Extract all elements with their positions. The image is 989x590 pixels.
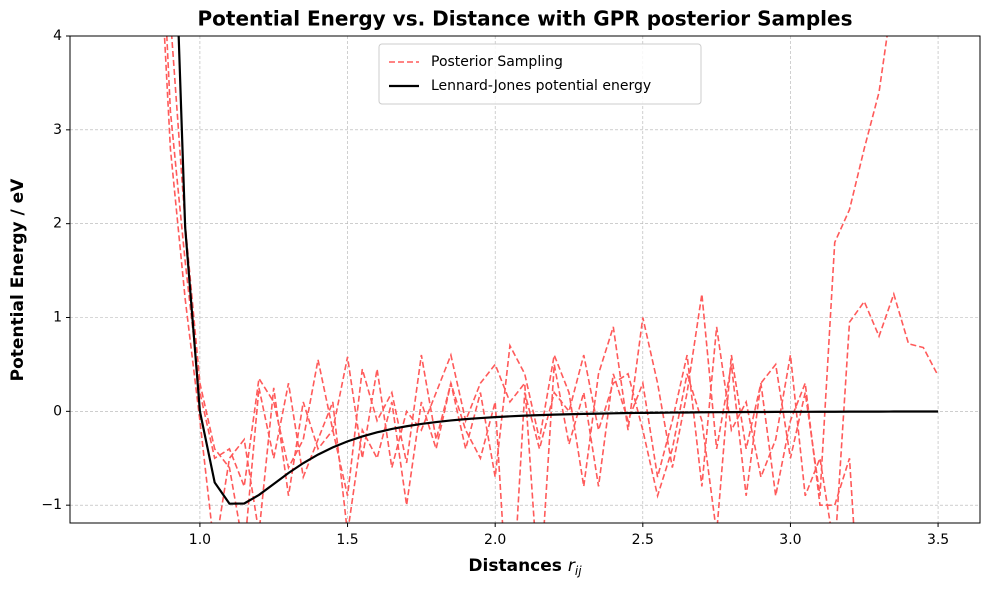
y-tick-label: 0 bbox=[53, 403, 62, 419]
y-tick-label: 2 bbox=[53, 216, 62, 232]
y-axis-label: Potential Energy / eV bbox=[8, 178, 28, 382]
x-tick-label: 2.5 bbox=[632, 532, 654, 548]
x-tick-label: 3.5 bbox=[927, 532, 949, 548]
x-tick-label: 2.0 bbox=[484, 532, 506, 548]
x-tick-label: 3.0 bbox=[779, 532, 801, 548]
x-label-text: Distances bbox=[468, 556, 561, 576]
series-line bbox=[177, 36, 939, 505]
series-line bbox=[170, 36, 855, 523]
chart-title: Potential Energy vs. Distance with GPR p… bbox=[198, 7, 853, 31]
x-tick-label: 1.0 bbox=[189, 532, 211, 548]
x-label-symbol: r bbox=[568, 556, 576, 576]
y-tick-label: −1 bbox=[41, 497, 62, 513]
series-line bbox=[163, 36, 939, 523]
x-tick-label: 1.5 bbox=[336, 532, 358, 548]
legend-label: Lennard-Jones potential energy bbox=[431, 78, 651, 94]
y-tick-label: 1 bbox=[53, 310, 62, 326]
x-axis-label: Distances rij bbox=[468, 556, 582, 578]
y-tick-label: 3 bbox=[53, 122, 62, 138]
y-tick-label: 4 bbox=[53, 28, 62, 44]
x-label-subscript: ij bbox=[575, 564, 582, 578]
legend-box bbox=[378, 43, 702, 105]
plot-frame bbox=[69, 35, 981, 524]
legend-label: Posterior Sampling bbox=[431, 54, 563, 70]
